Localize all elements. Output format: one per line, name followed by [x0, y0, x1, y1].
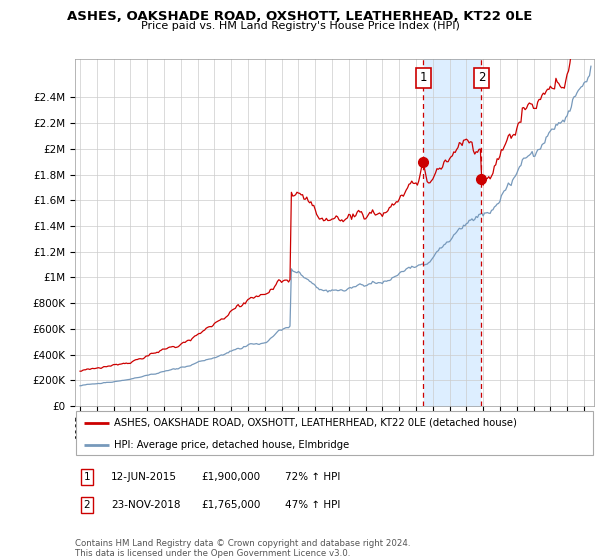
- Text: 47% ↑ HPI: 47% ↑ HPI: [285, 500, 340, 510]
- Text: Price paid vs. HM Land Registry's House Price Index (HPI): Price paid vs. HM Land Registry's House …: [140, 21, 460, 31]
- Text: 2: 2: [83, 500, 91, 510]
- Text: 72% ↑ HPI: 72% ↑ HPI: [285, 472, 340, 482]
- Text: £1,765,000: £1,765,000: [201, 500, 260, 510]
- Text: ASHES, OAKSHADE ROAD, OXSHOTT, LEATHERHEAD, KT22 0LE (detached house): ASHES, OAKSHADE ROAD, OXSHOTT, LEATHERHE…: [114, 418, 517, 428]
- Text: ASHES, OAKSHADE ROAD, OXSHOTT, LEATHERHEAD, KT22 0LE: ASHES, OAKSHADE ROAD, OXSHOTT, LEATHERHE…: [67, 10, 533, 23]
- FancyBboxPatch shape: [76, 412, 593, 455]
- Text: 23-NOV-2018: 23-NOV-2018: [111, 500, 181, 510]
- Text: 12-JUN-2015: 12-JUN-2015: [111, 472, 177, 482]
- Text: 2: 2: [478, 71, 485, 85]
- Text: £1,900,000: £1,900,000: [201, 472, 260, 482]
- Text: 1: 1: [83, 472, 91, 482]
- Text: Contains HM Land Registry data © Crown copyright and database right 2024.
This d: Contains HM Land Registry data © Crown c…: [75, 539, 410, 558]
- Text: 1: 1: [419, 71, 427, 85]
- Text: HPI: Average price, detached house, Elmbridge: HPI: Average price, detached house, Elmb…: [114, 440, 349, 450]
